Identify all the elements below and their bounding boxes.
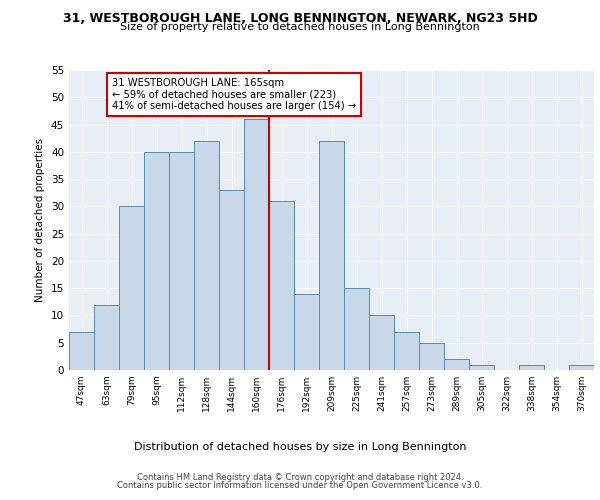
Text: 31 WESTBOROUGH LANE: 165sqm
← 59% of detached houses are smaller (223)
41% of se: 31 WESTBOROUGH LANE: 165sqm ← 59% of det… [112, 78, 356, 112]
Bar [144, 152, 169, 370]
Bar [319, 141, 344, 370]
Bar [119, 206, 144, 370]
Text: Contains HM Land Registry data © Crown copyright and database right 2024.: Contains HM Land Registry data © Crown c… [137, 472, 463, 482]
Text: Size of property relative to detached houses in Long Bennington: Size of property relative to detached ho… [120, 22, 480, 32]
Bar [344, 288, 369, 370]
Bar [69, 332, 94, 370]
Bar [269, 201, 294, 370]
Bar [169, 152, 194, 370]
Bar [419, 342, 444, 370]
Y-axis label: Number of detached properties: Number of detached properties [35, 138, 46, 302]
Bar [469, 364, 494, 370]
Text: Distribution of detached houses by size in Long Bennington: Distribution of detached houses by size … [134, 442, 466, 452]
Bar [519, 364, 544, 370]
Bar [294, 294, 319, 370]
Bar [94, 304, 119, 370]
Bar [394, 332, 419, 370]
Bar [219, 190, 244, 370]
Text: Contains public sector information licensed under the Open Government Licence v3: Contains public sector information licen… [118, 481, 482, 490]
Text: 31, WESTBOROUGH LANE, LONG BENNINGTON, NEWARK, NG23 5HD: 31, WESTBOROUGH LANE, LONG BENNINGTON, N… [62, 12, 538, 26]
Bar [194, 141, 219, 370]
Bar [569, 364, 594, 370]
Bar [369, 316, 394, 370]
Bar [444, 359, 469, 370]
Bar [244, 119, 269, 370]
